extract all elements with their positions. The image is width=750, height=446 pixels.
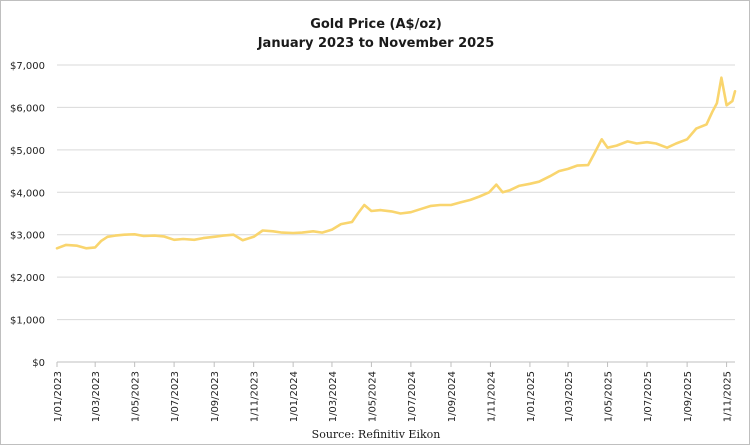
y-tick-label: $7,000: [10, 61, 45, 72]
series-layer: [55, 76, 737, 250]
chart-title: Gold Price (A$/oz): [310, 17, 442, 32]
x-tick-label: 1/01/2023: [53, 371, 64, 422]
x-tick-label: 1/05/2023: [131, 371, 142, 422]
x-tick-label: 1/07/2023: [170, 371, 181, 422]
axis-layer: $0 $1,000 $2,000 $3,000 $4,000 $5,000 $6,000 $7…: [10, 61, 735, 422]
source-note: Source: Refinitiv Eikon: [311, 428, 441, 441]
y-tick-label: $1,000: [10, 316, 45, 327]
x-tick-label: 1/09/2024: [447, 371, 458, 422]
x-tick-label: 1/09/2025: [683, 371, 694, 422]
x-tick-label: 1/07/2024: [407, 371, 418, 422]
x-tick-label: 1/03/2025: [564, 371, 575, 422]
y-tick-label: $6,000: [10, 103, 45, 114]
y-tick-label: $5,000: [10, 146, 45, 157]
y-tick-label: $2,000: [10, 273, 45, 284]
chart-title-block: Gold Price (A$/oz) January 2023 to Novem…: [1, 15, 750, 53]
gold-price-line: [55, 76, 737, 250]
x-tick-label: 1/05/2024: [367, 371, 378, 422]
x-tick-label: 1/03/2024: [328, 371, 339, 422]
y-tick-label: $4,000: [10, 188, 45, 199]
x-tick-label: 1/11/2024: [486, 371, 497, 422]
x-tick-label: 1/11/2025: [723, 371, 734, 422]
chart-subtitle: January 2023 to November 2025: [257, 36, 495, 51]
y-tick-label: $0: [32, 358, 45, 369]
x-tick-label: 1/07/2025: [643, 371, 654, 422]
x-tick-label: 1/01/2025: [526, 371, 537, 422]
x-tick-label: 1/05/2025: [604, 371, 615, 422]
x-tick-label: 1/11/2023: [250, 371, 261, 422]
y-tick-label: $3,000: [10, 231, 45, 242]
x-tick-label: 1/09/2023: [210, 371, 221, 422]
x-tick-label: 1/01/2024: [289, 371, 300, 422]
x-tick-label: 1/03/2023: [91, 371, 102, 422]
